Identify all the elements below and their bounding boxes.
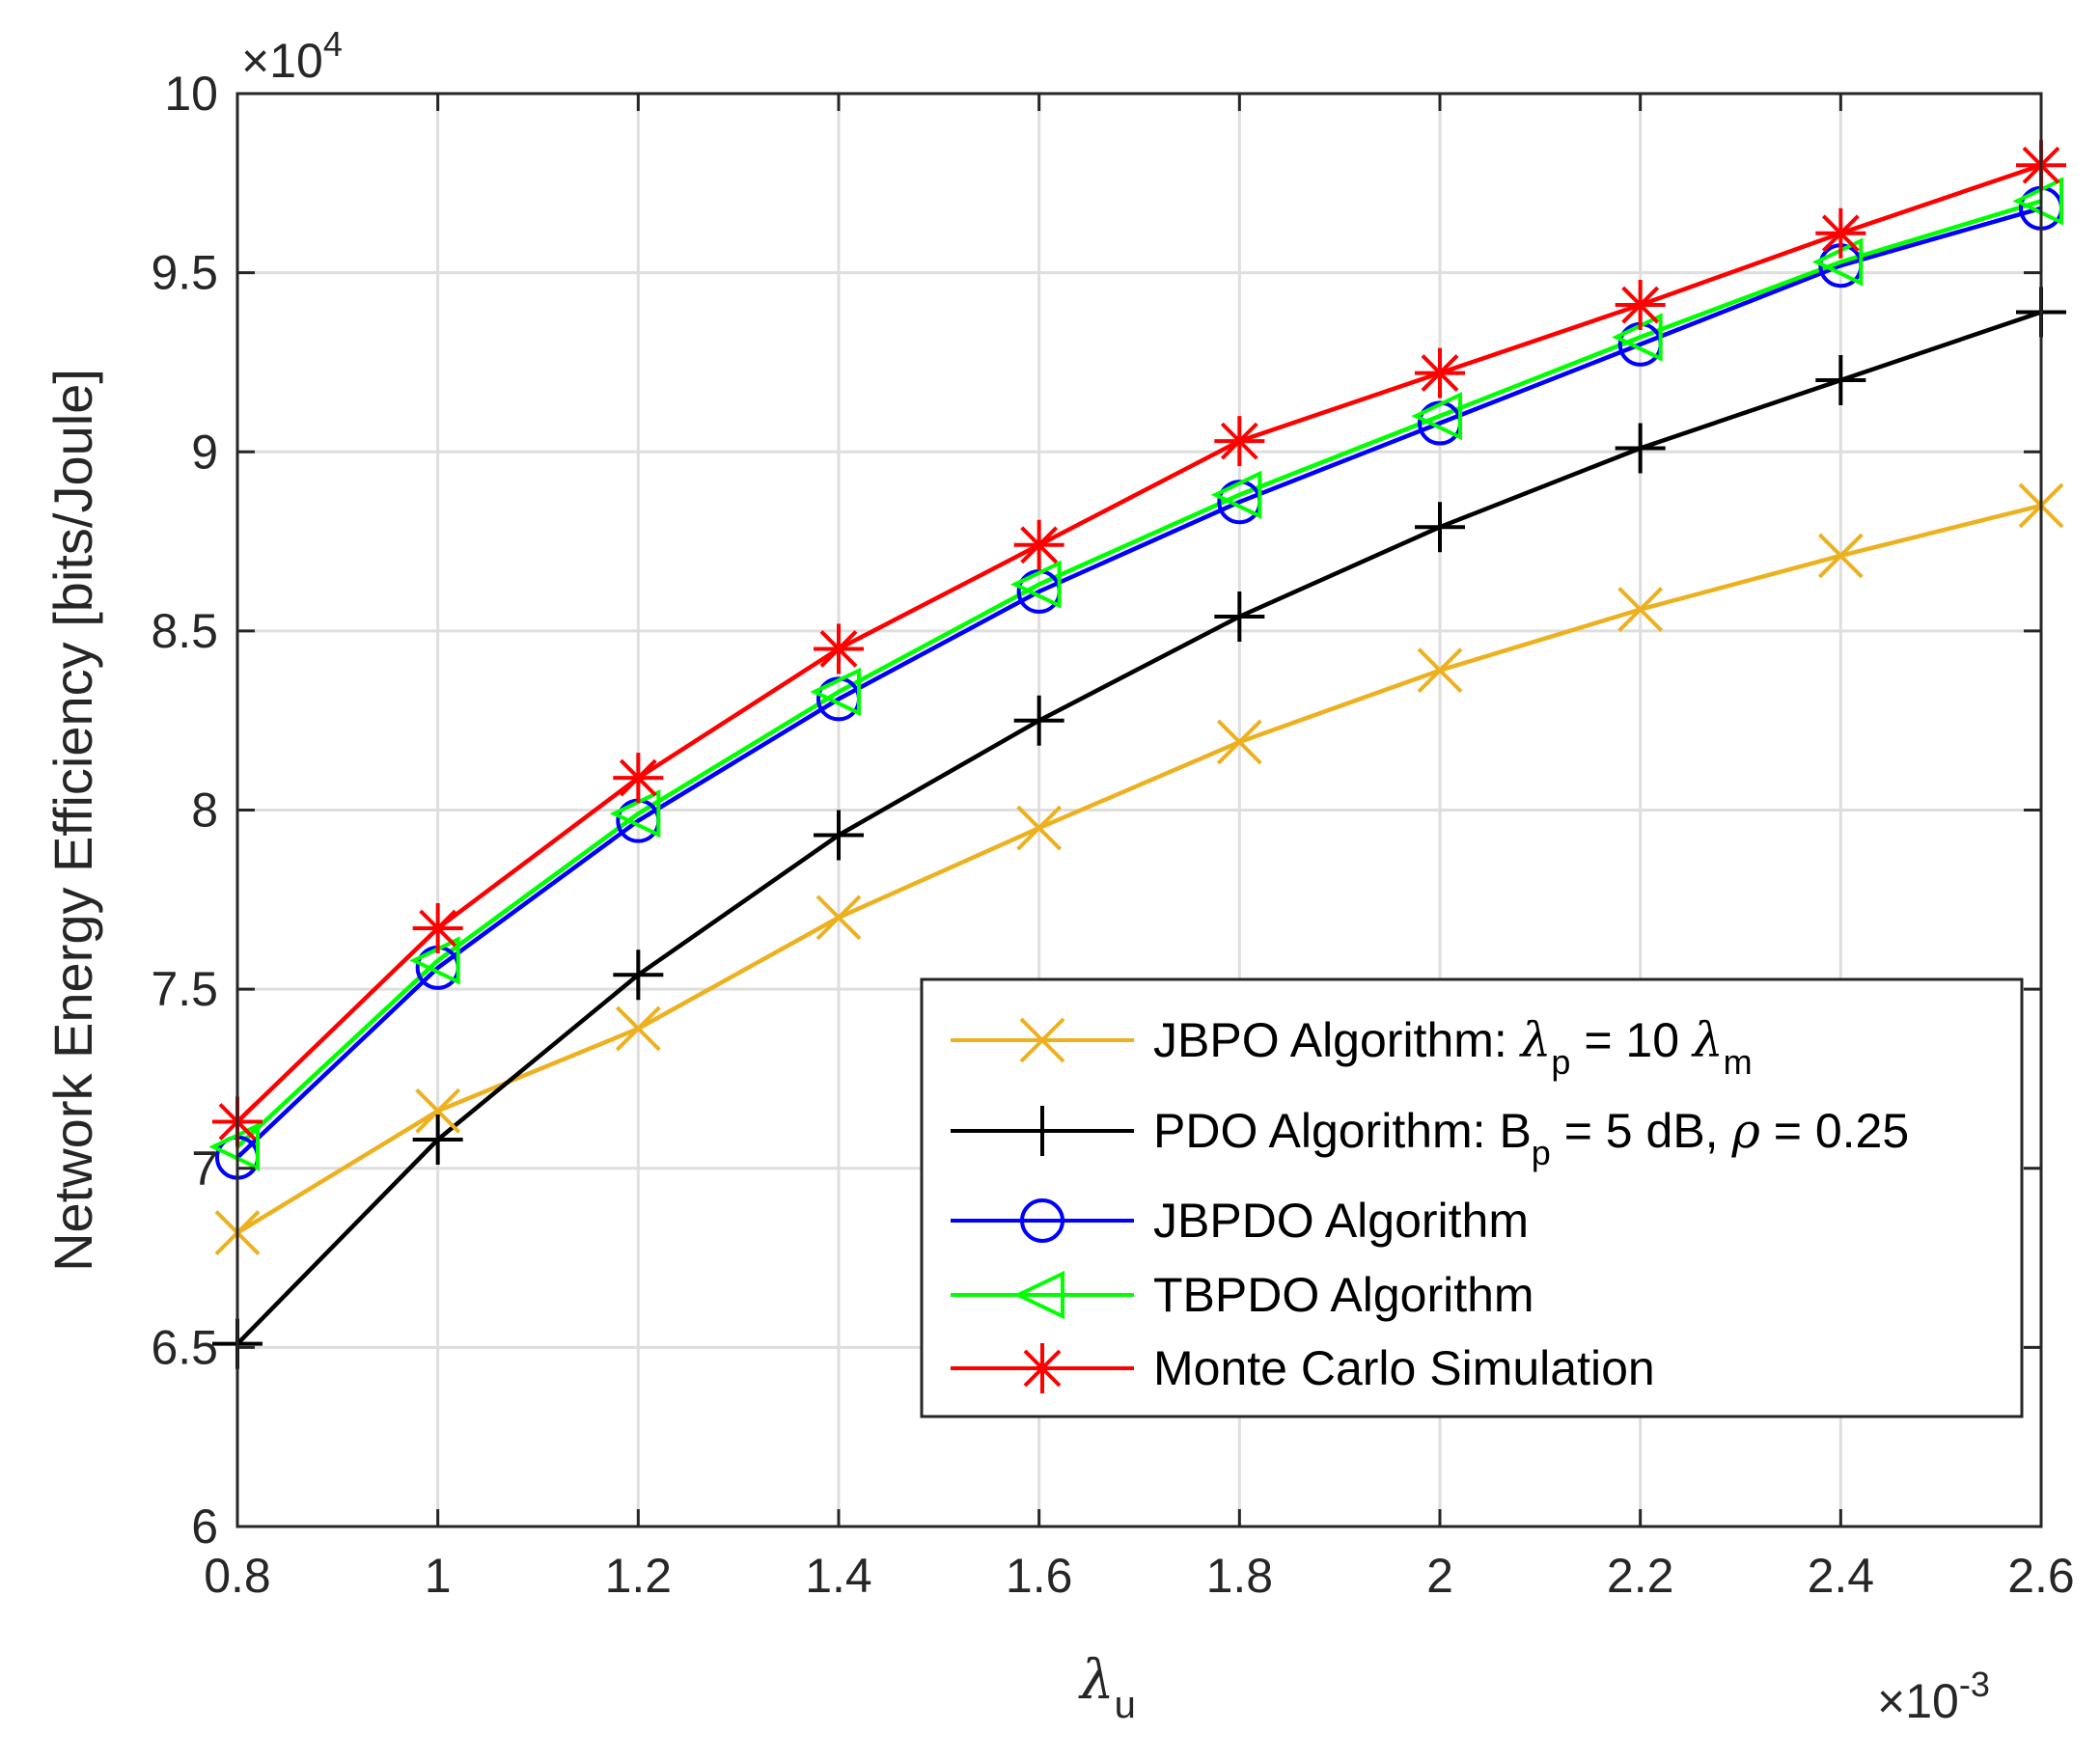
data-point-jbpo-stroke [1216, 719, 1262, 765]
legend-marker-monte-stroke [1023, 1349, 1062, 1388]
data-point-jbpo-stroke [815, 894, 862, 941]
legend-label-monte: Monte Carlo Simulation [1153, 1341, 1655, 1395]
data-point-jbpo-stroke [1617, 587, 1664, 633]
x-tick-label: 2.2 [1607, 1549, 1674, 1603]
series-line-pdo [235, 310, 2042, 1346]
x-tick-label: 1.4 [805, 1549, 872, 1603]
y-tick-label: 7 [191, 1142, 218, 1196]
legend-label-pdo: PDO Algorithm: Bp = 5 dB, ρ = 0.25 [1153, 1103, 1909, 1172]
y-tick-label: 8.5 [151, 604, 218, 658]
x-tick-label: 2.6 [2007, 1549, 2075, 1603]
data-point-monte-stroke [419, 909, 457, 948]
y-axis-ticks: 6 6.5 7 7.5 8 8.5 9 9.5 10 [151, 67, 2041, 1554]
data-point-monte-stroke [619, 758, 657, 797]
y-tick-label: 7.5 [151, 962, 218, 1016]
legend-marker-tbpdo [1013, 1270, 1064, 1320]
data-point-tbpdo [810, 667, 861, 717]
x-axis-label: λu [1078, 1649, 1136, 1726]
series-line-jbpdo [235, 206, 2042, 1160]
data-point-monte-stroke [1621, 286, 1660, 324]
data-point-monte-stroke [819, 630, 858, 668]
legend-marker-jbpo-stroke [1019, 1017, 1065, 1063]
series-line-monte [235, 163, 2042, 1124]
legend-swatch-marker [1017, 1106, 1067, 1156]
x-tick-label: 1 [425, 1549, 452, 1603]
grid [237, 94, 2041, 1527]
legend-entry-jbpo: JBPO Algorithm: λp = 10 λm [951, 1012, 1753, 1082]
data-point-jbpo-stroke [1817, 533, 1864, 579]
x-tick-label: 1.8 [1206, 1549, 1274, 1603]
data-point-jbpo-stroke [415, 1087, 461, 1134]
data-point-jbpo-stroke [1016, 805, 1063, 851]
x-multiplier: ×10-3 [1877, 1665, 1990, 1728]
legend-box [920, 977, 2024, 1418]
x-tick-label: 2.4 [1808, 1549, 1875, 1603]
legend-entry-monte: Monte Carlo Simulation [951, 1341, 1655, 1395]
data-point-monte-stroke [1421, 354, 1459, 392]
series-markers-monte [212, 140, 2066, 1147]
legend-label-jbpo: JBPO Algorithm: λp = 10 λm [1153, 1012, 1753, 1082]
legend-entry-jbpdo: JBPDO Algorithm [951, 1194, 1529, 1248]
legend-swatch-marker [1017, 1343, 1067, 1393]
data-point-monte-stroke [1821, 214, 1860, 253]
data-point-tbpdo [1411, 391, 1462, 441]
series-line-tbpdo [235, 199, 2042, 1149]
series-markers [208, 140, 2066, 1369]
legend-entry-pdo: PDO Algorithm: Bp = 5 dB, ρ = 0.25 [951, 1103, 1909, 1172]
data-point-jbpo-stroke [1417, 647, 1463, 694]
legend-swatch-marker [1019, 1017, 1065, 1063]
series-markers-jbpo [214, 482, 2064, 1255]
legend-marker-jbpdo [1020, 1198, 1064, 1243]
legend-label-jbpdo: JBPDO Algorithm [1153, 1194, 1529, 1248]
data-point-tbpdo [2012, 177, 2063, 226]
y-axis-label: Network Energy Efficiency [bits/Joule] [42, 369, 103, 1272]
y-tick-label: 6 [191, 1500, 218, 1554]
y-multiplier: ×104 [241, 24, 343, 88]
data-point-jbpo-stroke [615, 1005, 661, 1052]
x-tick-label: 1.2 [605, 1549, 673, 1603]
y-tick-label: 9 [191, 425, 218, 479]
legend-entry-tbpdo: TBPDO Algorithm [951, 1268, 1534, 1322]
legend-label-tbpdo: TBPDO Algorithm [1153, 1268, 1534, 1322]
data-point-monte-stroke [1020, 526, 1059, 564]
data-point-monte-stroke [1220, 422, 1258, 460]
legend-swatch-marker [1013, 1270, 1064, 1320]
data-point-tbpdo [1010, 560, 1062, 609]
legend: JBPO Algorithm: λp = 10 λm PDO Algorithm… [920, 977, 2024, 1418]
series-line-jbpo [235, 503, 2042, 1235]
data-point-tbpdo [1210, 470, 1262, 519]
y-tick-label: 6.5 [151, 1320, 218, 1374]
y-tick-label: 8 [191, 784, 218, 838]
x-tick-label: 0.8 [204, 1549, 271, 1603]
x-tick-label: 1.6 [1006, 1549, 1073, 1603]
y-tick-label: 10 [164, 67, 218, 121]
series-lines [235, 163, 2042, 1346]
data-point-tbpdo [609, 789, 661, 839]
legend-swatch-marker [1020, 1198, 1064, 1243]
x-tick-label: 2 [1426, 1549, 1453, 1603]
x-axis-ticks: 0.8 1 1.2 1.4 1.6 1.8 2 2.2 2.4 2.6 [204, 94, 2075, 1603]
y-tick-label: 9.5 [151, 246, 218, 300]
